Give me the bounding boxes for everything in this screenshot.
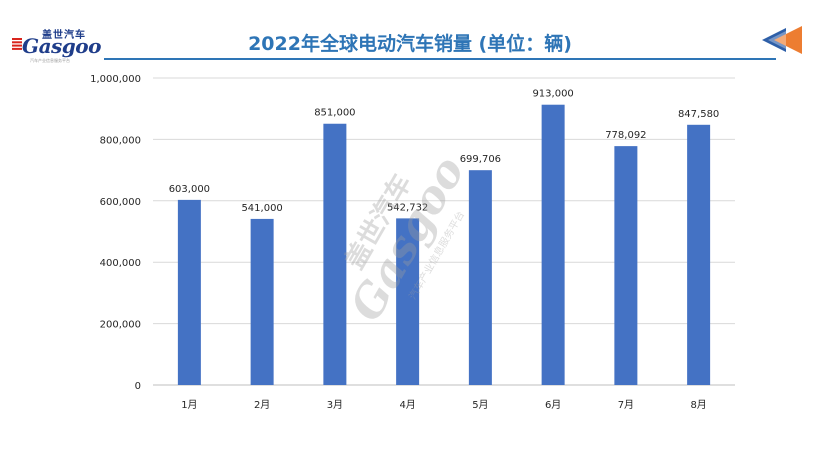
data-label: 699,706 bbox=[460, 154, 501, 165]
bar bbox=[541, 104, 565, 386]
logo-english-name: Gasgoo bbox=[22, 34, 101, 58]
data-label: 542,732 bbox=[387, 202, 428, 213]
x-tick-label: 6月 bbox=[545, 399, 561, 411]
gasgoo-logo: 盖世汽车 Gasgoo 汽车产业信息服务平台 bbox=[8, 26, 101, 64]
data-label: 778,092 bbox=[605, 130, 646, 141]
y-tick-label: 0 bbox=[135, 381, 141, 392]
y-tick-label: 1,000,000 bbox=[90, 74, 141, 85]
bar bbox=[177, 199, 201, 385]
bar bbox=[468, 170, 492, 385]
x-tick-label: 4月 bbox=[399, 399, 415, 411]
y-tick-label: 400,000 bbox=[100, 258, 141, 269]
title-underline bbox=[104, 58, 776, 60]
logo-stripes-icon bbox=[12, 38, 22, 50]
bar bbox=[323, 123, 347, 386]
chart-title: 2022年全球电动汽车销量 (单位：辆) bbox=[248, 33, 572, 55]
y-tick-label: 200,000 bbox=[100, 320, 141, 331]
x-tick-label: 1月 bbox=[181, 399, 197, 411]
data-label: 913,000 bbox=[532, 89, 573, 100]
data-label: 603,000 bbox=[169, 184, 210, 195]
bar bbox=[614, 146, 638, 385]
x-tick-label: 2月 bbox=[254, 399, 270, 411]
y-tick-label: 800,000 bbox=[100, 135, 141, 146]
bar bbox=[396, 218, 420, 385]
data-label: 851,000 bbox=[314, 108, 355, 119]
x-tick-label: 5月 bbox=[472, 399, 488, 411]
data-label: 847,580 bbox=[678, 109, 719, 120]
data-label: 541,000 bbox=[241, 203, 282, 214]
logo-tagline: 汽车产业信息服务平台 bbox=[30, 58, 70, 63]
x-tick-label: 7月 bbox=[618, 399, 634, 411]
x-tick-label: 3月 bbox=[327, 399, 343, 411]
logo-chinese-name: 盖世汽车 bbox=[42, 30, 86, 41]
arrow-decoration-icon bbox=[762, 26, 802, 54]
y-tick-label: 600,000 bbox=[100, 197, 141, 208]
bar bbox=[250, 218, 274, 385]
x-tick-label: 8月 bbox=[690, 399, 706, 411]
bar bbox=[687, 124, 711, 385]
